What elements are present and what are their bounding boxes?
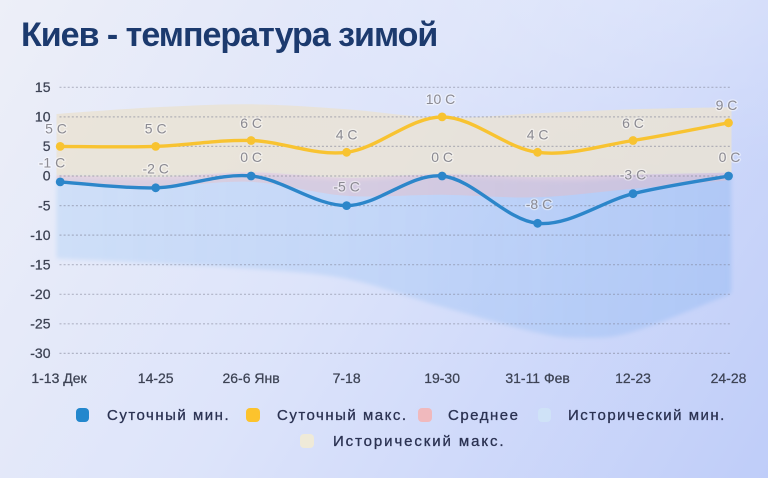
svg-text:-1 C: -1 C (39, 155, 65, 171)
svg-text:9 C: 9 C (716, 97, 738, 113)
svg-text:-15: -15 (30, 256, 50, 272)
svg-text:6 C: 6 C (240, 115, 262, 131)
svg-text:12-23: 12-23 (615, 370, 651, 386)
svg-text:5 C: 5 C (45, 121, 67, 137)
svg-text:-2 C: -2 C (142, 161, 168, 177)
svg-text:-25: -25 (30, 316, 50, 332)
svg-text:-5 C: -5 C (333, 178, 359, 194)
svg-text:-3 C: -3 C (620, 167, 646, 183)
svg-text:4 C: 4 C (527, 127, 549, 143)
svg-text:0 C: 0 C (719, 149, 741, 165)
svg-text:-8 C: -8 C (526, 196, 552, 212)
svg-text:10: 10 (35, 109, 51, 125)
svg-text:19-30: 19-30 (424, 370, 460, 386)
svg-text:5: 5 (43, 138, 51, 154)
svg-text:5 C: 5 C (145, 121, 167, 137)
svg-text:-10: -10 (30, 227, 50, 243)
svg-text:4 C: 4 C (336, 127, 358, 143)
svg-text:-20: -20 (30, 286, 50, 302)
svg-text:15: 15 (35, 79, 51, 95)
svg-text:31-11 Фев: 31-11 Фев (505, 370, 570, 386)
svg-text:0 C: 0 C (431, 149, 453, 165)
svg-text:14-25: 14-25 (138, 370, 174, 386)
svg-text:1-13 Дек: 1-13 Дек (31, 370, 87, 386)
svg-text:26-6 Янв: 26-6 Янв (222, 370, 279, 386)
svg-text:0: 0 (43, 168, 51, 184)
svg-text:10 C: 10 C (426, 91, 456, 107)
svg-text:-5: -5 (38, 197, 51, 213)
svg-text:7-18: 7-18 (333, 370, 361, 386)
svg-text:-30: -30 (30, 345, 50, 361)
svg-text:6 C: 6 C (622, 115, 644, 131)
svg-text:0 C: 0 C (240, 149, 262, 165)
svg-text:24-28: 24-28 (711, 370, 747, 386)
